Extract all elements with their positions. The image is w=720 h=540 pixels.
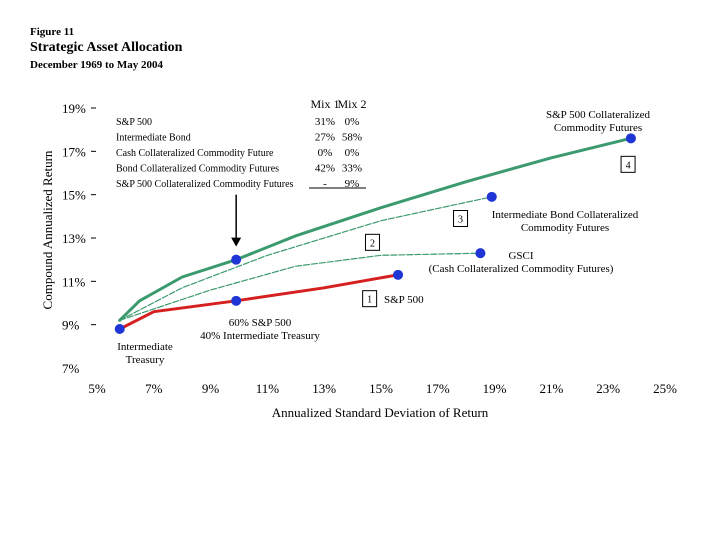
boxed-number-1 [362, 290, 378, 308]
mix-table-mix2-value: 9% [345, 178, 360, 190]
x-tick-label: 13% [312, 381, 336, 396]
y-tick-label: 9% [62, 318, 80, 333]
frontier-line-1 [119, 196, 493, 321]
data-points [114, 133, 636, 334]
mix-table-mix1-value: 0% [318, 147, 333, 159]
x-tick-label: 11% [256, 381, 280, 396]
boxed-number-text: 3 [458, 215, 463, 226]
figure-subtitle: December 1969 to May 2004 [30, 59, 163, 71]
boxed-number-text: 2 [370, 238, 375, 249]
mix-table-mix1-value: - [323, 178, 327, 190]
y-tick-label: 19% [62, 101, 86, 116]
boxed-number-4 [620, 155, 636, 173]
y-tick-label: 17% [62, 144, 86, 159]
mix-table-mix2-value: 58% [342, 132, 362, 144]
point-label-0: Intermediate Treasury [117, 341, 173, 366]
mix-table-mix2-value: 0% [345, 116, 360, 128]
x-tick-label: 17% [426, 381, 450, 396]
x-tick-label: 7% [145, 381, 163, 396]
frontier-line-2 [119, 252, 481, 321]
y-tick-label: 7% [62, 361, 80, 376]
point-label-1: 60% S&P 500 40% Intermediate Treasury [200, 317, 320, 342]
mix-table-row-label: Bond Collateralized Commodity Futures [116, 164, 279, 175]
mix-table-row-label: Cash Collateralized Commodity Future [116, 148, 274, 159]
boxed-number-text: 1 [367, 295, 372, 306]
mix-table-header: Mix 1 [310, 97, 339, 111]
mix-table-header: Mix 2 [337, 97, 366, 111]
x-tick-label: 9% [202, 381, 220, 396]
x-tick-label: 19% [483, 381, 507, 396]
figure-title: Strategic Asset Allocation [30, 40, 183, 55]
data-point-1 [231, 295, 242, 306]
mix-table-mix1-value: 31% [315, 116, 335, 128]
point-label-2: S&P 500 [384, 294, 424, 306]
y-tick-label: 11% [62, 274, 86, 289]
point-label-6: S&P 500 Collateralized Commodity Futures [546, 109, 651, 134]
mix-table-mix2-value: 33% [342, 163, 362, 175]
x-tick-label: 23% [596, 381, 620, 396]
mix-table-mix1-value: 42% [315, 163, 335, 175]
boxed-number-2 [364, 233, 380, 251]
data-point-2 [393, 269, 404, 280]
frontier-line-0 [118, 136, 633, 322]
y-tick-label: 13% [62, 231, 86, 246]
point-labels: Intermediate Treasury 60% S&P 500 40% Inter… [117, 109, 650, 366]
boxed-number-text: 4 [626, 160, 631, 171]
x-tick-label: 25% [653, 381, 677, 396]
mix-table-row-label: S&P 500 Collateralized Commodity Futures [116, 179, 294, 190]
data-point-5 [486, 191, 497, 202]
x-tick-label: 15% [369, 381, 393, 396]
mix-table-mix2-value: 0% [345, 147, 360, 159]
data-point-4 [475, 248, 486, 259]
boxed-number-3 [453, 210, 469, 227]
data-point-0 [114, 324, 125, 334]
figure-label: Figure 11 [30, 26, 75, 38]
mix-arrow-head [231, 237, 242, 247]
y-tick-label: 15% [62, 188, 86, 203]
mix-table-row-label: Intermediate Bond [116, 133, 191, 144]
mix-table-mix1-value: 27% [315, 132, 335, 144]
point-label-5: Intermediate Bond Collateralized Commodit… [492, 209, 639, 234]
data-point-6 [625, 133, 636, 144]
y-axis-title: Compound Annualized Return [40, 150, 55, 309]
x-tick-label: 21% [539, 381, 563, 396]
x-axis-title: Annualized Standard Deviation of Return [272, 405, 489, 420]
x-tick-label: 5% [88, 381, 106, 396]
point-label-4: GSCI (Cash Collateralized Commodity Futur… [429, 250, 614, 275]
axes: 7%9%11%13%15%17%19%5% 7% 9% 11% 13% 15% 17% 19%… [40, 101, 677, 420]
mix-table-row-label: S&P 500 [116, 117, 152, 128]
data-point-3 [231, 254, 242, 265]
